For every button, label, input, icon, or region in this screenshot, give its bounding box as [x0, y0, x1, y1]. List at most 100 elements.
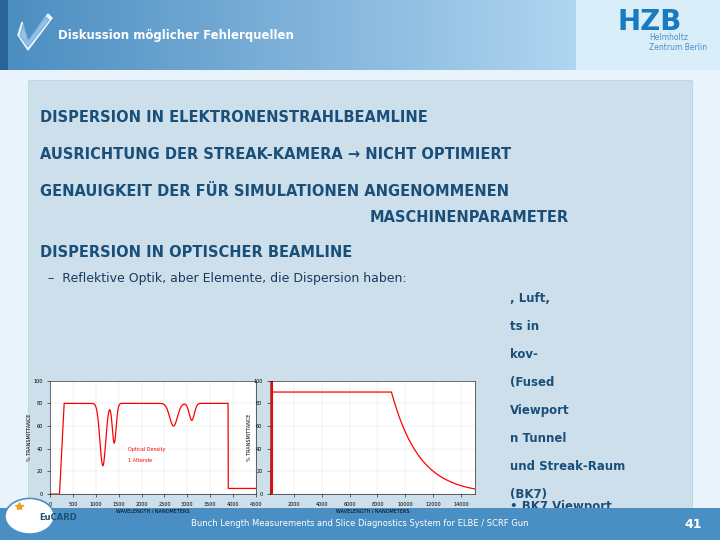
Bar: [207, 0, 210, 70]
Bar: [478, 0, 481, 70]
Bar: [173, 0, 176, 70]
Bar: [510, 0, 513, 70]
Bar: [409, 0, 412, 70]
Bar: [35, 0, 37, 70]
Bar: [366, 0, 369, 70]
Bar: [343, 0, 346, 70]
Bar: [158, 0, 161, 70]
Bar: [271, 0, 274, 70]
Bar: [449, 0, 452, 70]
Bar: [101, 0, 104, 70]
Bar: [176, 0, 179, 70]
Bar: [498, 0, 501, 70]
Bar: [179, 0, 181, 70]
Bar: [138, 0, 141, 70]
Bar: [213, 0, 216, 70]
Bar: [331, 0, 334, 70]
Bar: [130, 0, 132, 70]
X-axis label: WAVELENGTH / NANOMETERS: WAVELENGTH / NANOMETERS: [116, 508, 190, 513]
Bar: [300, 0, 302, 70]
Bar: [357, 0, 360, 70]
Bar: [458, 0, 461, 70]
Bar: [222, 0, 225, 70]
Polygon shape: [20, 17, 49, 47]
Text: DISPERSION IN OPTISCHER BEAMLINE: DISPERSION IN OPTISCHER BEAMLINE: [40, 245, 352, 260]
Bar: [167, 0, 170, 70]
Bar: [311, 0, 314, 70]
Bar: [55, 0, 58, 70]
Bar: [14, 0, 17, 70]
Bar: [219, 0, 222, 70]
Bar: [547, 0, 550, 70]
Bar: [112, 0, 115, 70]
Text: EuCARD: EuCARD: [39, 514, 77, 522]
Bar: [328, 0, 331, 70]
Bar: [6, 0, 9, 70]
Bar: [435, 0, 438, 70]
Bar: [135, 0, 138, 70]
Bar: [354, 0, 357, 70]
Bar: [521, 0, 524, 70]
Bar: [52, 0, 55, 70]
Bar: [504, 0, 507, 70]
Bar: [294, 0, 297, 70]
Bar: [109, 0, 112, 70]
Text: AUSRICHTUNG DER STREAK-KAMERA → NICHT OPTIMIERT: AUSRICHTUNG DER STREAK-KAMERA → NICHT OP…: [40, 147, 511, 162]
Bar: [63, 0, 66, 70]
Bar: [562, 0, 564, 70]
Bar: [26, 0, 29, 70]
Bar: [423, 0, 426, 70]
Bar: [415, 0, 418, 70]
Bar: [164, 0, 167, 70]
Bar: [334, 0, 337, 70]
Bar: [233, 0, 236, 70]
Bar: [550, 0, 553, 70]
Bar: [302, 0, 305, 70]
Bar: [438, 0, 441, 70]
Bar: [492, 0, 495, 70]
Bar: [0, 0, 3, 70]
Bar: [363, 0, 366, 70]
Bar: [544, 0, 547, 70]
Bar: [573, 0, 576, 70]
Bar: [242, 0, 245, 70]
Bar: [392, 0, 395, 70]
Bar: [193, 0, 196, 70]
Bar: [351, 0, 354, 70]
Bar: [432, 0, 435, 70]
Bar: [132, 0, 135, 70]
Bar: [314, 0, 317, 70]
Bar: [60, 0, 63, 70]
Bar: [369, 0, 372, 70]
Bar: [530, 0, 533, 70]
Bar: [441, 0, 444, 70]
Bar: [0, 0, 8, 70]
Bar: [202, 0, 204, 70]
Bar: [501, 0, 504, 70]
Bar: [297, 0, 300, 70]
Bar: [397, 0, 400, 70]
Bar: [156, 0, 158, 70]
Bar: [400, 0, 403, 70]
Bar: [262, 0, 265, 70]
FancyBboxPatch shape: [28, 80, 692, 508]
Bar: [570, 0, 573, 70]
Bar: [239, 0, 242, 70]
Bar: [305, 0, 308, 70]
Text: 1 Attende: 1 Attende: [128, 458, 153, 463]
Text: Zentrum Berlin: Zentrum Berlin: [649, 44, 707, 52]
Bar: [446, 0, 449, 70]
Bar: [20, 0, 23, 70]
Bar: [3, 0, 6, 70]
Bar: [564, 0, 567, 70]
Polygon shape: [18, 14, 52, 50]
Bar: [153, 0, 156, 70]
Text: Helmholtz: Helmholtz: [649, 33, 688, 43]
Bar: [230, 0, 233, 70]
Bar: [23, 0, 26, 70]
Bar: [527, 0, 530, 70]
Bar: [346, 0, 348, 70]
Bar: [484, 0, 487, 70]
Bar: [487, 0, 490, 70]
Bar: [420, 0, 423, 70]
